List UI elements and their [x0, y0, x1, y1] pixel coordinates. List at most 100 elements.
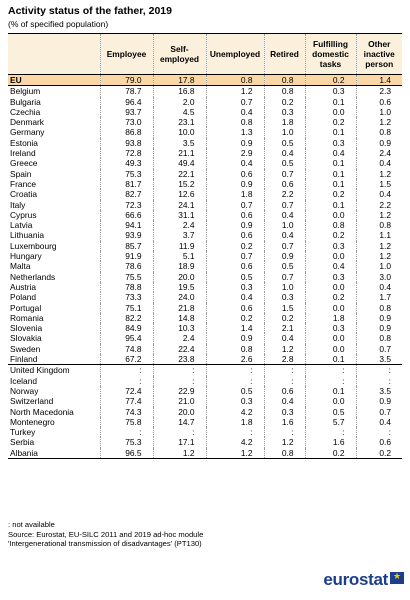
value-cell: 1.8	[304, 312, 356, 324]
value-cell: 1.0	[263, 127, 305, 138]
value-cell: 67.2	[99, 354, 153, 365]
value-cell: 95.4	[99, 333, 153, 344]
value-cell: 93.9	[99, 230, 153, 241]
value-cell: 0.8	[355, 127, 402, 138]
value-cell: 0.4	[355, 416, 402, 428]
value-cell: :	[99, 375, 153, 386]
value-cell: 1.2	[152, 447, 206, 459]
value-cell: 10.3	[152, 323, 206, 334]
value-cell: 0.3	[304, 240, 356, 252]
value-cell: 0.6	[355, 437, 402, 448]
table-row: Croatia 82.7 12.6 1.8 2.2 0.2 0.4	[8, 189, 402, 200]
table-row: Latvia 94.1 2.4 0.9 1.0 0.8 0.8	[8, 220, 402, 231]
value-cell: 31.1	[152, 209, 206, 221]
value-cell: 0.7	[205, 96, 264, 107]
country-label: France	[10, 178, 37, 189]
value-cell: 0.2	[304, 189, 356, 200]
value-cell: 0.8	[263, 447, 305, 459]
country-label: United Kingdom	[8, 364, 100, 376]
table-row: Cyprus 66.6 31.1 0.6 0.4 0.0 1.2	[8, 209, 402, 221]
value-cell: 4.2	[205, 437, 264, 448]
value-cell: 84.9	[99, 323, 153, 334]
value-cell: 74.8	[99, 343, 153, 355]
value-cell: 75.3	[99, 168, 153, 179]
value-cell: 17.8	[152, 74, 206, 87]
value-cell: 0.0	[304, 302, 356, 313]
table-row: Montenegro 75.8 14.7 1.8 1.6 5.7 0.4	[8, 416, 402, 428]
table-row: Iceland::::::	[8, 375, 402, 386]
country-label: Germany	[10, 127, 45, 138]
value-cell: 0.4	[304, 261, 356, 272]
value-cell: 2.0	[152, 96, 206, 107]
value-cell: :	[205, 427, 264, 438]
value-cell: 21.8	[152, 302, 206, 313]
header-employee: Employee	[99, 33, 153, 75]
value-cell: 0.6	[263, 385, 305, 397]
value-cell: 17.1	[152, 437, 206, 448]
value-cell: 1.5	[355, 178, 402, 190]
value-cell: 0.4	[263, 333, 305, 344]
value-cell: 18.9	[152, 261, 206, 272]
value-cell: 3.5	[152, 137, 206, 149]
value-cell: 0.2	[304, 74, 356, 87]
value-cell: 2.9	[205, 148, 264, 159]
table-row: Albania 96.5 1.2 1.2 0.8 0.2 0.2	[8, 447, 402, 459]
country-label: Sweden	[10, 343, 41, 354]
value-cell: 0.4	[263, 148, 305, 159]
value-cell: 77.4	[99, 396, 153, 407]
value-cell: :	[304, 364, 356, 376]
value-cell: 1.6	[263, 416, 305, 428]
value-cell: 0.8	[355, 302, 402, 313]
value-cell: 0.4	[304, 148, 356, 159]
country-label: Romania	[10, 312, 44, 323]
table-row: Spain 75.3 22.1 0.6 0.7 0.1 1.2	[8, 168, 402, 179]
value-cell: :	[304, 427, 356, 438]
value-cell: 0.1	[304, 199, 356, 210]
value-cell: :	[205, 375, 264, 386]
value-cell: 78.6	[99, 261, 153, 272]
value-cell: 0.9	[205, 178, 264, 190]
value-cell: 72.3	[99, 199, 153, 210]
table-row: Turkey::::::	[8, 427, 402, 438]
value-cell: 49.4	[152, 158, 206, 169]
value-cell: 1.2	[263, 343, 305, 355]
value-cell: 0.9	[263, 251, 305, 262]
value-cell: 0.9	[355, 323, 402, 334]
table-body: EU 79.0 17.8 0.8 0.8 0.2 1.4 Belgium 78.7 16.8 1.2…	[8, 74, 402, 459]
value-cell: 94.1	[99, 220, 153, 231]
country-label: Greece	[10, 158, 38, 169]
value-cell: 0.3	[263, 106, 305, 118]
value-cell: 0.6	[205, 230, 264, 241]
country-label: Cyprus	[10, 209, 37, 220]
value-cell: 85.7	[99, 240, 153, 252]
table-title: Activity status of the father, 2019	[8, 5, 172, 17]
value-cell: 14.7	[152, 416, 206, 428]
value-cell: 0.1	[304, 385, 356, 397]
value-cell: 1.0	[355, 261, 402, 272]
value-cell: 12.6	[152, 189, 206, 200]
value-cell: 0.7	[355, 406, 402, 417]
value-cell: 24.0	[152, 292, 206, 303]
value-cell: :	[263, 375, 305, 386]
value-cell: 0.5	[263, 137, 305, 149]
value-cell: 0.6	[205, 261, 264, 272]
value-cell: 21.1	[152, 148, 206, 159]
value-cell: 0.6	[205, 168, 264, 179]
value-cell: 1.2	[355, 209, 402, 221]
header-retired: Retired	[263, 33, 305, 75]
table-row: Lithuania 93.9 3.7 0.6 0.4 0.2 1.1	[8, 230, 402, 241]
table-row: Switzerland 77.4 21.0 0.3 0.4 0.0 0.9	[8, 396, 402, 407]
value-cell: 73.3	[99, 292, 153, 303]
table-row: Hungary 91.9 5.1 0.7 0.9 0.0 1.2	[8, 251, 402, 262]
value-cell: 2.2	[263, 189, 305, 200]
country-label: Latvia	[10, 220, 33, 231]
value-cell: :	[152, 364, 206, 376]
table-row: North Macedonia 74.3 20.0 4.2 0.3 0.5 0.7	[8, 406, 402, 417]
value-cell: 1.8	[205, 189, 264, 200]
value-cell: 0.9	[355, 312, 402, 324]
value-cell: 23.8	[152, 354, 206, 365]
table-row: Poland 73.3 24.0 0.4 0.3 0.2 1.7	[8, 292, 402, 303]
country-label: Poland	[10, 292, 37, 303]
country-label: Finland	[10, 354, 38, 365]
value-cell: 0.3	[205, 396, 264, 407]
